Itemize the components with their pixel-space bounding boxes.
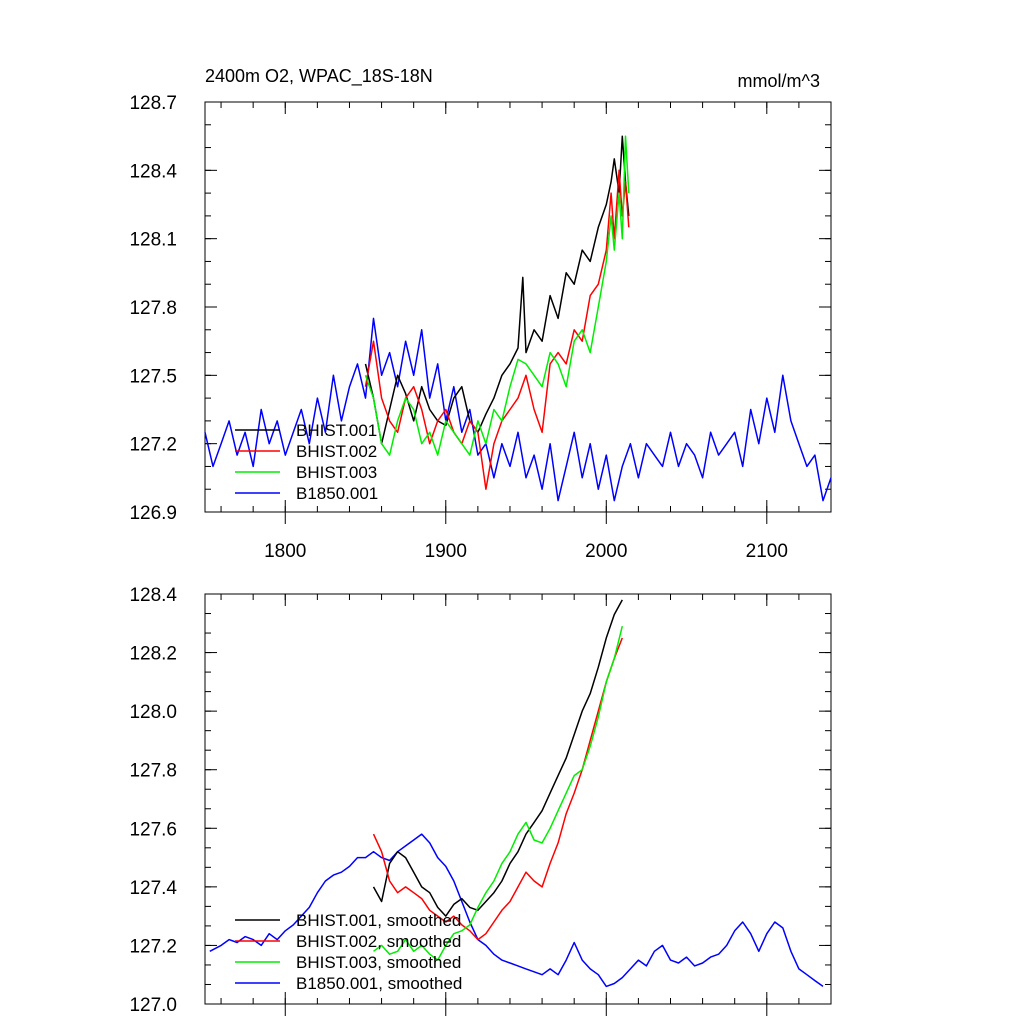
bottom-legend-label: B1850.001, smoothed (296, 974, 462, 993)
bottom-series-line-b1850-001 (209, 833, 824, 988)
top-panel: 2400m O2, WPAC_18S-18N mmol/m^3 126.9 127… (129, 66, 832, 562)
top-series-line-bhist-003 (364, 135, 630, 456)
bottom-legend-label: BHIST.003, smoothed (296, 953, 461, 972)
bottom-series-line-bhist-002 (372, 637, 623, 941)
top-series-line-bhist-001 (364, 135, 630, 445)
top-legend-label: BHIST.002 (296, 442, 377, 461)
top-legend-label: BHIST.003 (296, 463, 377, 482)
top-series-line-b1850-001 (204, 317, 832, 502)
bottom-series-line-bhist-003 (373, 626, 624, 961)
bottom-ytick-label: 128.2 (129, 644, 177, 665)
top-legend-label: B1850.001 (296, 484, 378, 503)
bottom-series-line-bhist-001 (372, 599, 623, 917)
bottom-axes: 127.0 127.2 127.4 127.6 127.8 128.0 128.2 128.4 (129, 585, 832, 1016)
top-chart-title: 2400m O2, WPAC_18S-18N (205, 66, 433, 87)
bottom-legend-label: BHIST.002, smoothed (296, 932, 461, 951)
bottom-ytick-label: 128.4 (129, 585, 177, 606)
bottom-plot-frame (204, 593, 832, 1005)
top-series-line-bhist-002 (364, 169, 630, 490)
bottom-panel: 127.0 127.2 127.4 127.6 127.8 128.0 128.2 128.4… (129, 585, 832, 1016)
top-ytick-label: 128.7 (129, 93, 177, 114)
top-xtick-label: 2100 (746, 541, 788, 562)
bottom-legend-label: BHIST.001, smoothed (296, 911, 461, 930)
top-ytick-label: 127.2 (129, 435, 177, 456)
top-legend: BHIST.001 BHIST.002 BHIST.003 B1850.001 (235, 421, 378, 503)
bottom-ytick-label: 127.2 (129, 936, 177, 957)
top-ytick-label: 128.4 (129, 161, 177, 182)
bottom-ytick-label: 128.0 (129, 702, 177, 723)
top-xtick-label: 1900 (425, 541, 467, 562)
top-ytick-label: 127.5 (129, 366, 177, 387)
top-legend-label: BHIST.001 (296, 421, 377, 440)
bottom-ytick-label: 127.4 (129, 878, 177, 899)
bottom-ytick-label: 127.8 (129, 761, 177, 782)
top-ytick-label: 127.8 (129, 298, 177, 319)
top-chart-units: mmol/m^3 (738, 71, 820, 91)
bottom-series (209, 599, 824, 988)
bottom-legend: BHIST.001, smoothed BHIST.002, smoothed BH… (235, 911, 462, 993)
top-xtick-label: 2000 (585, 541, 627, 562)
bottom-ytick-label: 127.0 (129, 995, 177, 1016)
bottom-ytick-label: 127.6 (129, 819, 177, 840)
top-series (204, 135, 832, 502)
top-xtick-label: 1800 (264, 541, 306, 562)
top-axes: 126.9 127.2 127.5 127.8 128.1 128.4 128.7 1800 1… (129, 93, 832, 562)
top-ytick-label: 126.9 (129, 503, 177, 524)
top-ytick-label: 128.1 (129, 230, 177, 251)
